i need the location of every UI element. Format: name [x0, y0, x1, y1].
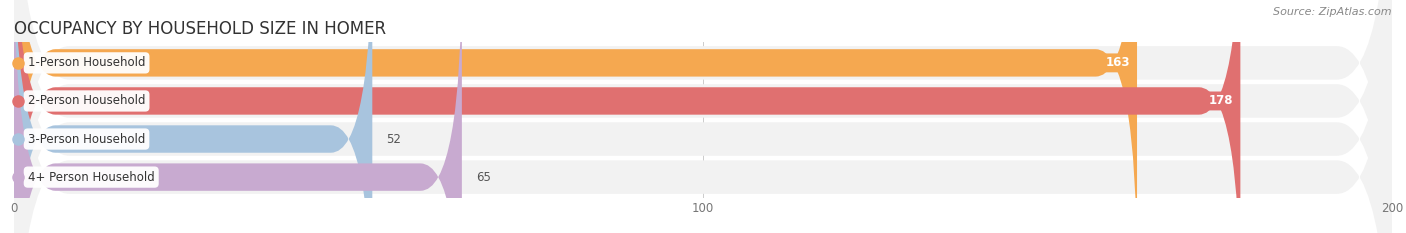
Text: 65: 65: [475, 171, 491, 184]
Text: 163: 163: [1105, 56, 1130, 69]
Text: 3-Person Household: 3-Person Household: [28, 133, 145, 146]
FancyBboxPatch shape: [14, 0, 1392, 233]
FancyBboxPatch shape: [14, 0, 373, 233]
FancyBboxPatch shape: [14, 0, 1392, 233]
Text: 178: 178: [1209, 94, 1233, 107]
FancyBboxPatch shape: [14, 0, 1240, 233]
FancyBboxPatch shape: [14, 0, 1392, 233]
FancyBboxPatch shape: [14, 0, 1137, 233]
FancyBboxPatch shape: [14, 0, 1392, 233]
Text: 1-Person Household: 1-Person Household: [28, 56, 145, 69]
Text: 4+ Person Household: 4+ Person Household: [28, 171, 155, 184]
FancyBboxPatch shape: [14, 0, 463, 233]
Text: 2-Person Household: 2-Person Household: [28, 94, 145, 107]
Text: OCCUPANCY BY HOUSEHOLD SIZE IN HOMER: OCCUPANCY BY HOUSEHOLD SIZE IN HOMER: [14, 20, 387, 38]
Text: 52: 52: [387, 133, 401, 146]
Text: Source: ZipAtlas.com: Source: ZipAtlas.com: [1274, 7, 1392, 17]
